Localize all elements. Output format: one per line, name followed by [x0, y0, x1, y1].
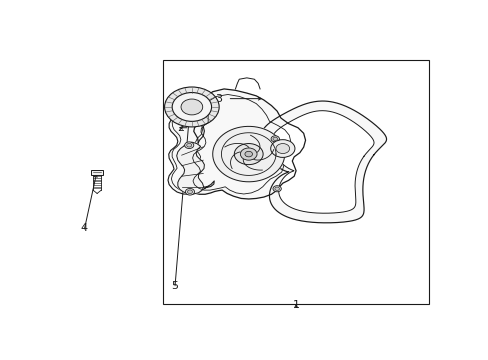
Circle shape: [184, 142, 193, 149]
Text: 4: 4: [80, 222, 87, 233]
Polygon shape: [270, 111, 373, 213]
Circle shape: [272, 137, 277, 140]
Circle shape: [181, 99, 203, 115]
Circle shape: [234, 144, 263, 165]
Circle shape: [164, 87, 219, 127]
Polygon shape: [176, 142, 204, 194]
Circle shape: [185, 188, 194, 195]
Circle shape: [187, 190, 192, 194]
Text: 2: 2: [177, 123, 184, 133]
Text: 1: 1: [292, 300, 299, 310]
Circle shape: [240, 148, 257, 160]
Polygon shape: [260, 101, 386, 223]
Polygon shape: [184, 89, 305, 199]
Bar: [163, 60, 428, 304]
Polygon shape: [168, 90, 214, 194]
Circle shape: [270, 136, 279, 142]
Circle shape: [274, 187, 279, 190]
Text: 5: 5: [171, 281, 178, 291]
FancyBboxPatch shape: [91, 170, 102, 175]
Circle shape: [186, 143, 191, 147]
Text: 3: 3: [215, 94, 222, 104]
Circle shape: [172, 93, 211, 121]
Circle shape: [275, 144, 289, 153]
Circle shape: [244, 151, 252, 157]
Polygon shape: [212, 126, 284, 182]
Circle shape: [270, 140, 294, 157]
Circle shape: [272, 186, 281, 192]
